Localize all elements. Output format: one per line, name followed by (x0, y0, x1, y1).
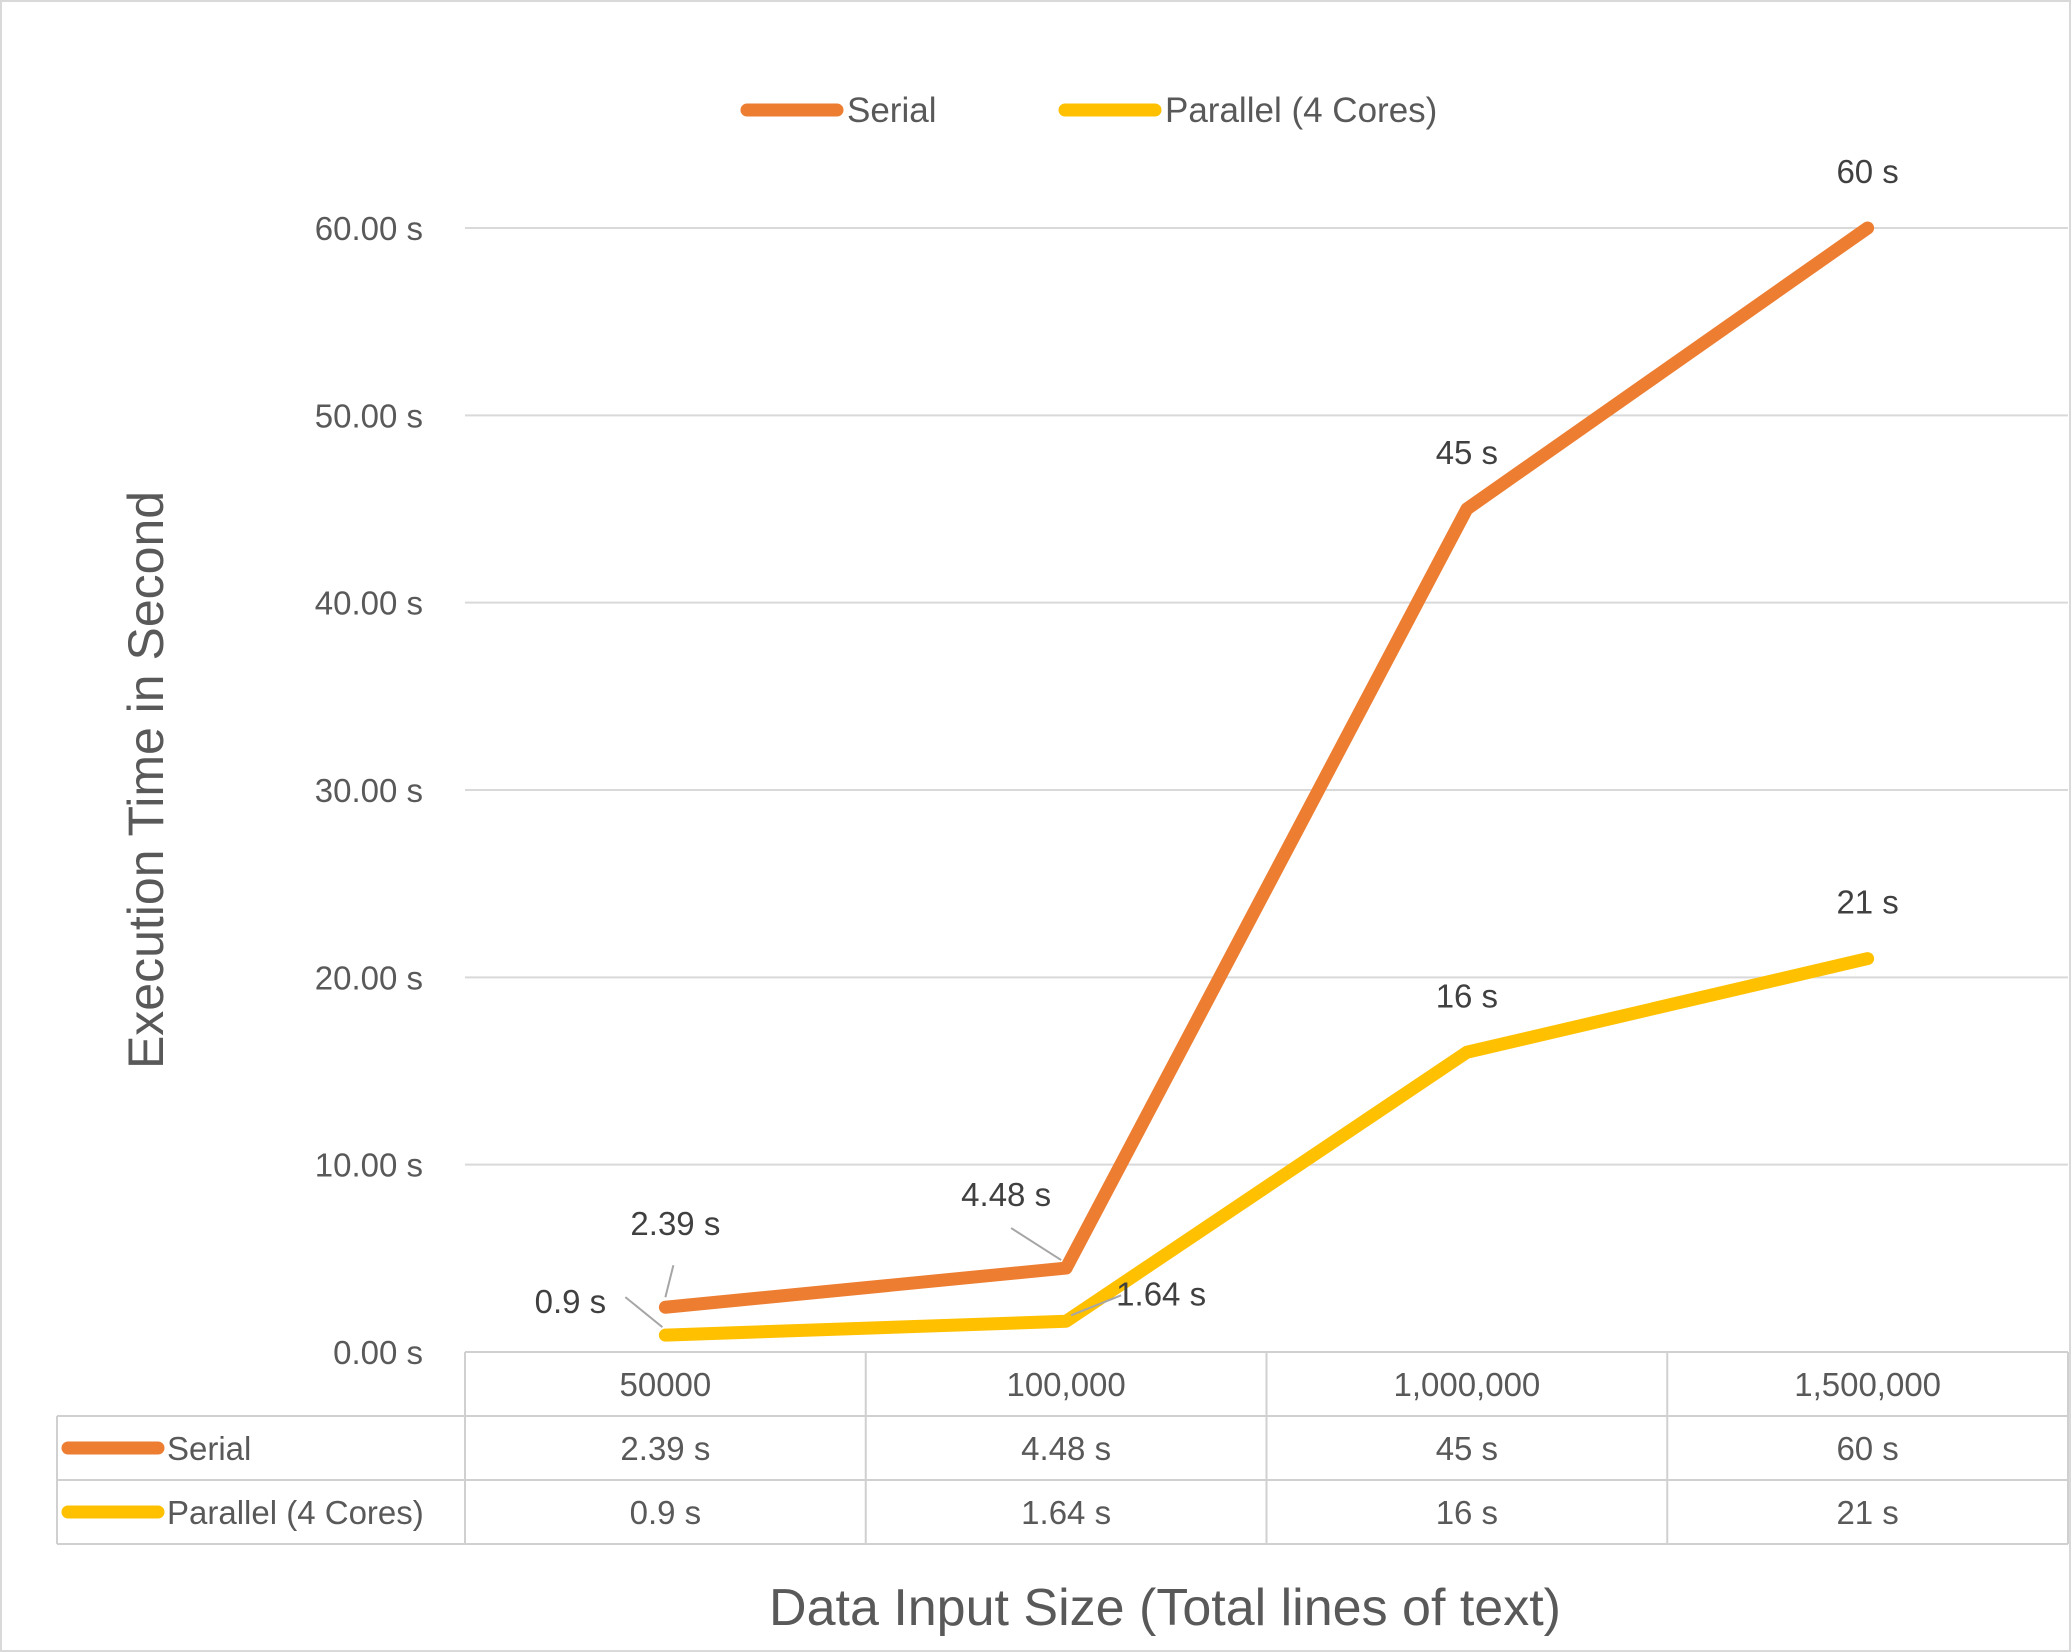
table-cell: 4.48 s (1021, 1430, 1111, 1467)
data-label: 0.9 s (535, 1283, 607, 1320)
table-cell: 60 s (1836, 1430, 1898, 1467)
category-label: 1,500,000 (1794, 1366, 1941, 1403)
y-tick-label: 40.00 s (315, 585, 423, 622)
data-label: 1.64 s (1116, 1275, 1206, 1312)
data-label: 60 s (1836, 153, 1898, 190)
series-lines (658, 221, 1875, 1342)
y-tick-label: 50.00 s (315, 397, 423, 434)
y-tick-label: 10.00 s (315, 1147, 423, 1184)
table-cell: 21 s (1836, 1494, 1898, 1531)
table-cell: 1.64 s (1021, 1494, 1111, 1531)
table-cell: 16 s (1436, 1494, 1498, 1531)
category-label: 50000 (619, 1366, 711, 1403)
legend-label: Serial (847, 91, 936, 130)
data-table: 50000 100,000 1,000,000 1,500,000 Serial 2.39… (56, 1351, 2069, 1545)
table-cell: 2.39 s (620, 1430, 710, 1467)
data-labels: 2.39 s 4.48 s 45 s 60 s 0.9 s 1.64 s 16 s 21 s (535, 153, 1899, 1320)
data-label: 16 s (1436, 977, 1498, 1014)
legend-label: Parallel (4 Cores) (1165, 91, 1437, 130)
data-label: 21 s (1836, 884, 1898, 921)
gridlines (465, 227, 2068, 1353)
category-label: 100,000 (1006, 1366, 1125, 1403)
table-cell: 45 s (1436, 1430, 1498, 1467)
table-cell: 0.9 s (630, 1494, 702, 1531)
leader-line (1070, 1294, 1122, 1317)
y-axis-ticks: 0.00 s 10.00 s 20.00 s 30.00 s 40.00 s 50.00 … (315, 210, 423, 1371)
x-axis-title: Data Input Size (Total lines of text) (769, 1579, 1561, 1637)
y-tick-label: 30.00 s (315, 772, 423, 809)
table-series-name: Parallel (4 Cores) (167, 1494, 424, 1531)
leader-line (1010, 1227, 1062, 1261)
leader-line (624, 1296, 664, 1328)
series-line (658, 221, 1875, 1314)
y-tick-label: 60.00 s (315, 210, 423, 247)
table-series-name: Serial (167, 1430, 251, 1467)
data-label: 45 s (1436, 434, 1498, 471)
data-label: 4.48 s (961, 1176, 1051, 1213)
series-line (658, 952, 1875, 1342)
y-tick-label: 0.00 s (333, 1334, 423, 1371)
legend: Serial Parallel (4 Cores) (740, 91, 1437, 130)
category-label: 1,000,000 (1393, 1366, 1540, 1403)
leader-line (664, 1264, 675, 1298)
y-axis-title: Execution Time in Second (118, 491, 174, 1069)
data-label: 2.39 s (630, 1205, 720, 1242)
label-leader-lines (624, 1227, 1122, 1328)
y-tick-label: 20.00 s (315, 959, 423, 996)
